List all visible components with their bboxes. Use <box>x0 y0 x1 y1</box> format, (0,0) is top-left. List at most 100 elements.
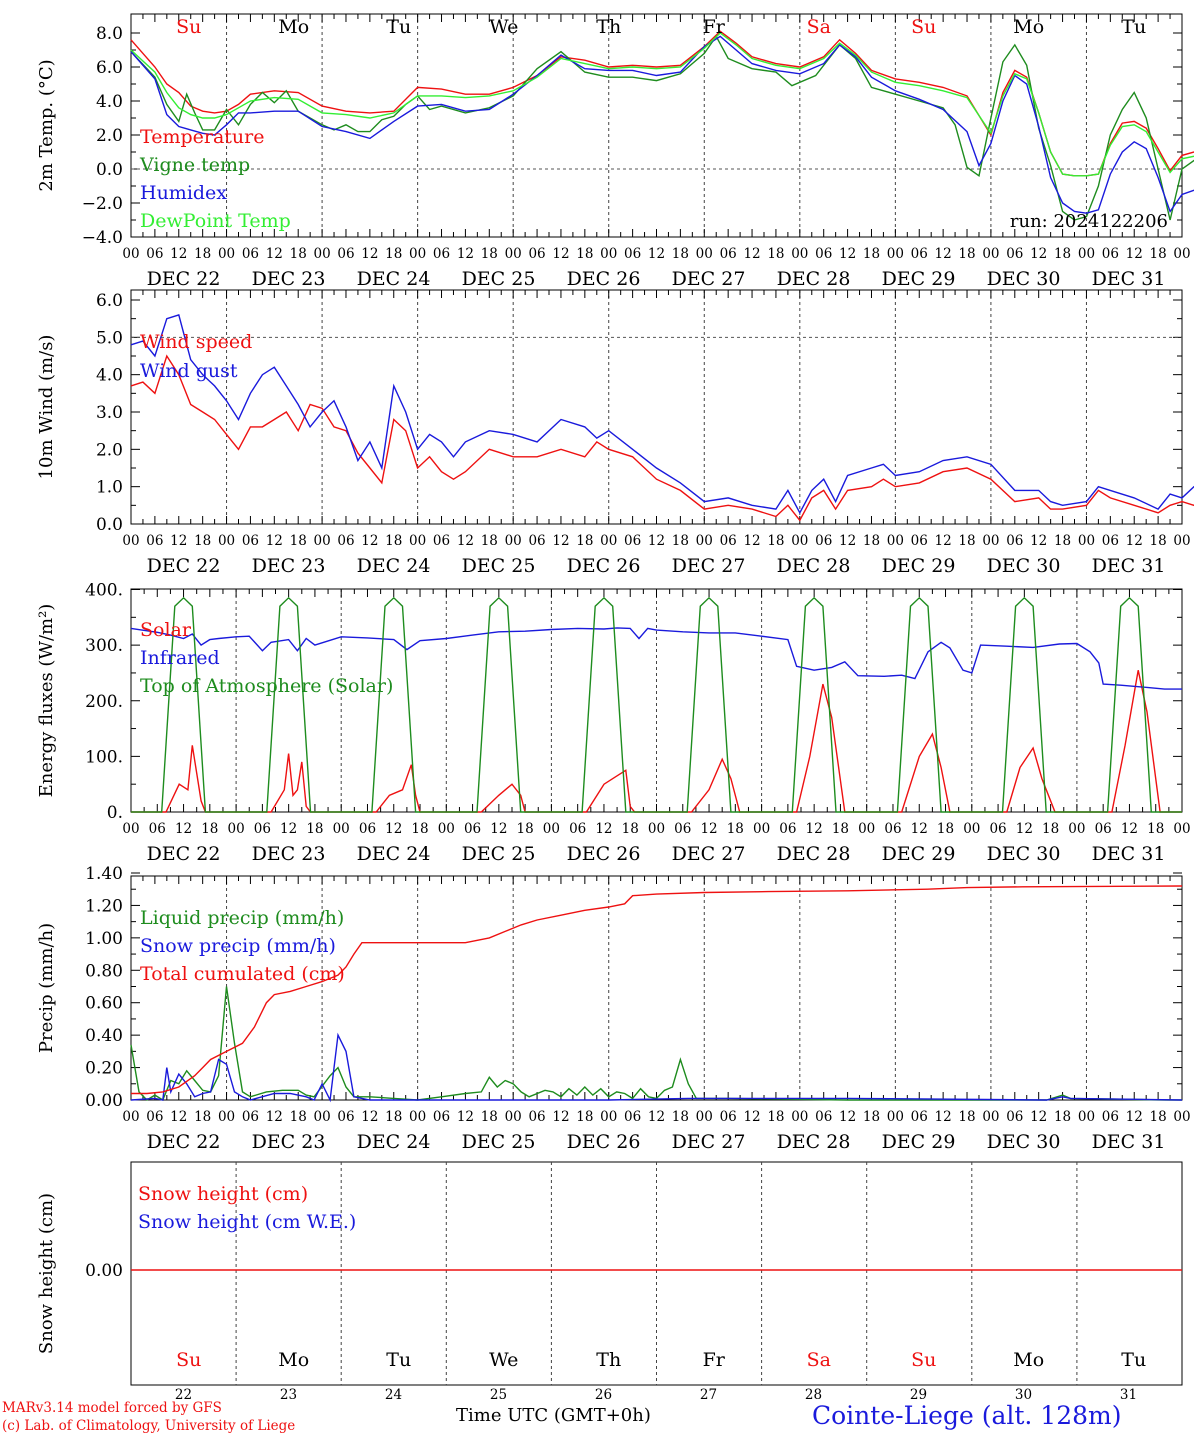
credit-model: MARv3.14 model forced by GFS <box>2 1400 222 1416</box>
legend-label: Top of Atmosphere (Solar) <box>140 675 393 697</box>
y-axis-label: 2m Temp. (°C) <box>36 59 57 191</box>
date-label: DEC 22 <box>147 268 221 290</box>
date-label: DEC 28 <box>777 1131 851 1153</box>
y-tick-label: 0.00 <box>85 1261 123 1281</box>
hour-tick-label: 12 <box>595 821 612 837</box>
hour-tick-label: 06 <box>528 246 545 262</box>
date-label: DEC 26 <box>567 268 641 290</box>
hour-tick-label: 18 <box>290 1109 307 1125</box>
hour-tick-label: 18 <box>767 533 784 549</box>
y-tick-label: 0.20 <box>85 1059 123 1079</box>
y-tick-label: 300. <box>85 636 123 656</box>
hour-tick-label: 12 <box>552 246 569 262</box>
y-tick-label: 1.40 <box>85 864 123 884</box>
hour-tick-label: 06 <box>433 246 450 262</box>
date-label: DEC 24 <box>357 1131 431 1153</box>
day-number-label: 27 <box>700 1387 717 1403</box>
plot-frame <box>130 13 1183 238</box>
hour-tick-label: 12 <box>839 533 856 549</box>
day-of-week-label: Sa <box>807 16 831 38</box>
hour-tick-label: 12 <box>457 533 474 549</box>
day-of-week-label: Fr <box>703 1349 726 1371</box>
hour-tick-label: 06 <box>624 533 641 549</box>
hour-tick-label: 12 <box>1126 533 1143 549</box>
hour-tick-label: 00 <box>1078 1109 1095 1125</box>
panel-1: 2m Temp. (°C) <box>36 13 1194 238</box>
date-label: DEC 27 <box>672 1131 746 1153</box>
hour-tick-label: 06 <box>433 1109 450 1125</box>
date-label: DEC 23 <box>252 555 326 577</box>
series-line-red <box>131 885 1183 1095</box>
y-tick-label: 0.0 <box>96 160 123 180</box>
hour-tick-label: 00 <box>963 821 980 837</box>
legend-label: Snow height (cm) <box>138 1183 308 1205</box>
hour-tick-label: 00 <box>982 246 999 262</box>
hour-tick-label: 12 <box>457 246 474 262</box>
day-number-label: 26 <box>595 1387 612 1403</box>
hour-tick-label: 00 <box>218 246 235 262</box>
hour-tick-label: 06 <box>337 1109 354 1125</box>
hour-tick-label: 06 <box>242 1109 259 1125</box>
date-label: DEC 29 <box>882 555 956 577</box>
hour-tick-label: 18 <box>958 533 975 549</box>
hour-tick-label: 00 <box>696 1109 713 1125</box>
y-tick-label: 4.0 <box>96 366 123 386</box>
hour-tick-label: 12 <box>552 1109 569 1125</box>
y-tick-label: 2.0 <box>96 126 123 146</box>
hour-tick-label: 00 <box>753 821 770 837</box>
hour-tick-label: 06 <box>254 821 271 837</box>
day-of-week-label: Su <box>176 1349 201 1371</box>
hour-tick-label: 06 <box>149 821 166 837</box>
series-line-red <box>130 354 1194 522</box>
y-tick-label: 6.0 <box>96 58 123 78</box>
y-tick-label: 8.0 <box>96 24 123 44</box>
hour-tick-label: 12 <box>385 821 402 837</box>
hour-tick-label: 18 <box>863 533 880 549</box>
hour-tick-label: 18 <box>194 1109 211 1125</box>
hour-tick-label: 12 <box>266 246 283 262</box>
date-label: DEC 29 <box>882 1131 956 1153</box>
hour-tick-label: 18 <box>1147 821 1164 837</box>
hour-tick-label: 06 <box>779 821 796 837</box>
date-label: DEC 28 <box>777 843 851 865</box>
date-label: DEC 22 <box>147 1131 221 1153</box>
panel-2: 10m Wind (m/s) <box>36 289 1194 525</box>
legend-label: Temperature <box>140 126 264 148</box>
hour-tick-label: 00 <box>696 246 713 262</box>
y-tick-label: −4.0 <box>82 228 123 248</box>
hour-tick-label: 18 <box>672 533 689 549</box>
series-line-green <box>131 596 1182 813</box>
date-label: DEC 28 <box>777 268 851 290</box>
hour-tick-label: 06 <box>1006 1109 1023 1125</box>
hour-tick-label: 18 <box>767 1109 784 1125</box>
hour-tick-label: 00 <box>333 821 350 837</box>
run-annotation: run: 2024122206 <box>1010 211 1168 232</box>
hour-tick-label: 00 <box>791 533 808 549</box>
hour-tick-label: 12 <box>457 1109 474 1125</box>
date-label: DEC 25 <box>462 843 536 865</box>
hour-tick-label: 12 <box>1126 1109 1143 1125</box>
hour-tick-label: 18 <box>1042 821 1059 837</box>
hour-tick-label: 00 <box>858 821 875 837</box>
day-of-week-label: Th <box>596 1349 621 1371</box>
y-tick-label: 1.00 <box>85 929 123 949</box>
y-tick-label: 4.0 <box>96 92 123 112</box>
day-of-week-label: Su <box>176 16 201 38</box>
hour-tick-label: 00 <box>1068 821 1085 837</box>
date-label: DEC 24 <box>357 555 431 577</box>
hour-tick-label: 12 <box>170 533 187 549</box>
hour-tick-label: 18 <box>863 1109 880 1125</box>
date-label: DEC 27 <box>672 843 746 865</box>
hour-tick-label: 12 <box>806 821 823 837</box>
hour-tick-label: 00 <box>122 1109 139 1125</box>
y-tick-label: 0.40 <box>85 1026 123 1046</box>
day-number-label: 25 <box>490 1387 507 1403</box>
hour-tick-label: 12 <box>935 533 952 549</box>
panel-3: Energy fluxes (W/m²) <box>36 588 1183 813</box>
date-label: DEC 31 <box>1092 1131 1166 1153</box>
y-tick-label: 0.00 <box>85 1091 123 1111</box>
day-of-week-label: We <box>489 16 518 38</box>
hour-tick-label: 00 <box>982 1109 999 1125</box>
series-line-blue <box>130 35 1194 214</box>
day-number-label: 24 <box>385 1387 402 1403</box>
